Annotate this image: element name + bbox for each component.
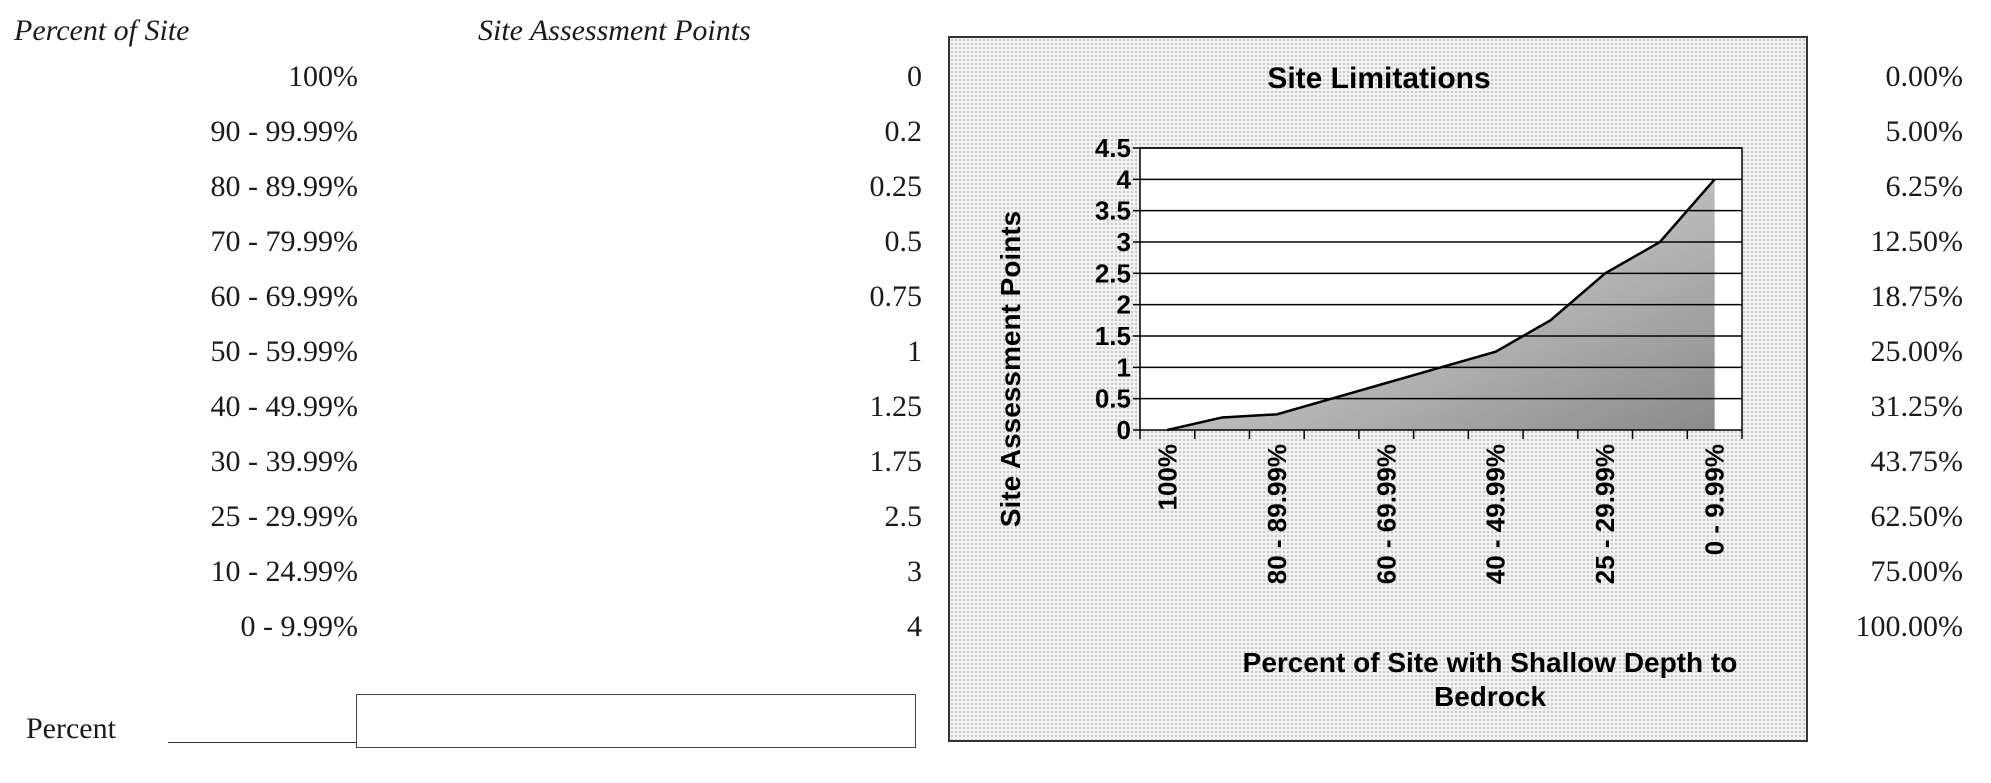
x-tick-label: 60 - 69.99% <box>1371 444 1401 584</box>
assessment-points: 3 <box>907 555 922 588</box>
y-tick-label: 3.5 <box>1095 196 1131 226</box>
y-tick-label: 2.5 <box>1095 258 1131 288</box>
percent-underline <box>168 742 358 743</box>
percent-range: 80 - 89.99% <box>210 170 358 203</box>
percent-range: 70 - 79.99% <box>210 225 358 258</box>
series-line <box>1167 178 1716 432</box>
y-axis-label: Site Assessment Points <box>995 211 1026 527</box>
table-row: 100% 0 <box>0 60 940 114</box>
table-row: 90 - 99.99% 0.2 <box>0 115 940 169</box>
percent-of-site-header: Percent of Site <box>14 14 190 47</box>
percent-label: Percent <box>26 712 116 745</box>
table-row: 25 - 29.99% 2.5 <box>0 500 940 554</box>
table-row: 60 - 69.99% 0.75 <box>0 280 940 334</box>
assessment-points: 0.75 <box>869 280 923 313</box>
x-axis-label-line-2: Bedrock <box>1434 681 1546 712</box>
percent-range: 10 - 24.99% <box>210 555 358 588</box>
table-row: 50 - 59.99% 1 <box>0 335 940 389</box>
percent-input[interactable] <box>356 694 916 748</box>
assessment-points: 1.75 <box>869 445 923 478</box>
x-tick-label: 80 - 89.99% <box>1262 444 1292 584</box>
chart-title: Site Limitations <box>1267 62 1490 95</box>
y-tick-label: 1 <box>1117 352 1131 382</box>
table-row: 10 - 24.99% 3 <box>0 555 940 609</box>
x-axis-label-line-1: Percent of Site with Shallow Depth to <box>1243 647 1738 678</box>
percent-range: 25 - 29.99% <box>210 500 358 533</box>
y-tick-label: 0 <box>1117 415 1131 445</box>
percentage-value: 31.25% <box>1870 390 1964 423</box>
x-tick-label: 0 - 9.99% <box>1700 444 1730 555</box>
percentage-value: 100.00% <box>1855 610 1964 643</box>
assessment-points: 1 <box>907 335 922 368</box>
assessment-points: 0.25 <box>869 170 923 203</box>
y-tick-label: 1.5 <box>1095 321 1131 351</box>
site-limitations-chart: Site Limitations 0 0.5 1 1.5 2 2.5 3 3.5 4 4.5 100… <box>948 36 1808 742</box>
x-tick-label: 100% <box>1152 444 1182 511</box>
chart-svg: Site Limitations 00.511.522.533.544.5 100… <box>995 62 1743 712</box>
y-tick-label: 2 <box>1117 290 1131 320</box>
percentage-value: 0.00% <box>1885 60 1964 93</box>
percent-range: 60 - 69.99% <box>210 280 358 313</box>
x-tick-label: 40 - 49.99% <box>1481 444 1511 584</box>
percentage-value: 25.00% <box>1870 335 1964 368</box>
percentage-value: 43.75% <box>1870 445 1964 478</box>
x-axis-label: Percent of Site with Shallow Depth to Bed… <box>1243 647 1738 712</box>
y-tick-label: 4.5 <box>1095 133 1131 163</box>
table-row: 40 - 49.99% 1.25 <box>0 390 940 444</box>
percent-range: 30 - 39.99% <box>210 445 358 478</box>
assessment-points: 2.5 <box>884 500 923 533</box>
assessment-points: 0 <box>907 60 922 93</box>
x-tick-label: 25 - 29.99% <box>1590 444 1620 584</box>
percentage-value: 6.25% <box>1885 170 1964 203</box>
table-row: 80 - 89.99% 0.25 <box>0 170 940 224</box>
percentage-value: 75.00% <box>1870 555 1964 588</box>
plot-border <box>1139 147 1743 431</box>
percent-range: 40 - 49.99% <box>210 390 358 423</box>
y-tick-label: 4 <box>1117 164 1132 194</box>
percent-range: 50 - 59.99% <box>210 335 358 368</box>
percent-range: 90 - 99.99% <box>210 115 358 148</box>
y-tick-label: 3 <box>1117 227 1131 257</box>
assessment-points: 0.2 <box>884 115 923 148</box>
percentage-value: 18.75% <box>1870 280 1964 313</box>
table-row: 30 - 39.99% 1.75 <box>0 445 940 499</box>
percentage-value: 62.50% <box>1870 500 1964 533</box>
percent-range: 100% <box>288 60 358 93</box>
table-row: 70 - 79.99% 0.5 <box>0 225 940 279</box>
table-row: 0 - 9.99% 4 <box>0 610 940 664</box>
percentage-value: 12.50% <box>1870 225 1964 258</box>
percent-range: 0 - 9.99% <box>240 610 358 643</box>
assessment-points: 1.25 <box>869 390 923 423</box>
assessment-points: 0.5 <box>884 225 923 258</box>
assessment-points: 4 <box>907 610 922 643</box>
site-assessment-points-header: Site Assessment Points <box>478 14 751 47</box>
y-tick-label: 0.5 <box>1095 384 1131 414</box>
percentage-value: 5.00% <box>1885 115 1964 148</box>
